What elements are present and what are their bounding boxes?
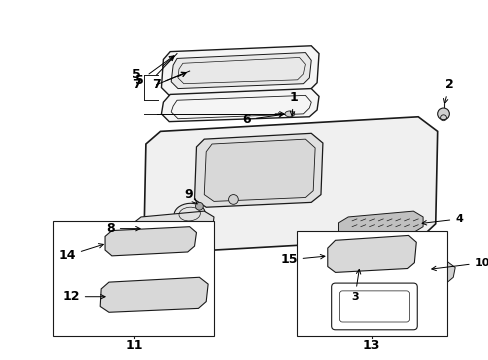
Polygon shape xyxy=(338,211,422,238)
Polygon shape xyxy=(161,89,318,122)
Polygon shape xyxy=(161,46,318,95)
Polygon shape xyxy=(143,117,437,253)
Text: 1: 1 xyxy=(289,91,298,116)
Text: 11: 11 xyxy=(125,339,142,352)
Text: 6: 6 xyxy=(242,113,283,126)
Text: 10: 10 xyxy=(431,258,488,271)
Text: 7: 7 xyxy=(151,72,186,91)
Text: 12: 12 xyxy=(62,290,105,303)
Text: 15: 15 xyxy=(280,253,324,266)
Ellipse shape xyxy=(285,111,294,117)
Text: 13: 13 xyxy=(362,339,380,352)
Circle shape xyxy=(437,108,448,120)
Circle shape xyxy=(228,195,238,204)
Bar xyxy=(296,230,447,336)
FancyBboxPatch shape xyxy=(331,283,416,330)
Polygon shape xyxy=(194,133,322,207)
Text: 5: 5 xyxy=(135,56,174,87)
Polygon shape xyxy=(100,277,208,312)
Text: 4: 4 xyxy=(421,214,462,225)
Text: 7: 7 xyxy=(132,78,141,91)
Bar xyxy=(53,221,214,336)
Text: 2: 2 xyxy=(443,78,453,103)
Polygon shape xyxy=(327,235,415,273)
Polygon shape xyxy=(105,227,196,256)
Polygon shape xyxy=(204,139,314,201)
Polygon shape xyxy=(330,242,388,270)
Text: 5: 5 xyxy=(132,68,141,81)
Text: 8: 8 xyxy=(106,222,140,235)
Polygon shape xyxy=(131,211,214,244)
Ellipse shape xyxy=(174,203,205,225)
Polygon shape xyxy=(171,53,310,89)
Polygon shape xyxy=(396,262,454,285)
Text: 3: 3 xyxy=(350,269,360,302)
Text: 14: 14 xyxy=(58,244,103,262)
Circle shape xyxy=(195,202,203,210)
Text: 9: 9 xyxy=(183,188,197,204)
